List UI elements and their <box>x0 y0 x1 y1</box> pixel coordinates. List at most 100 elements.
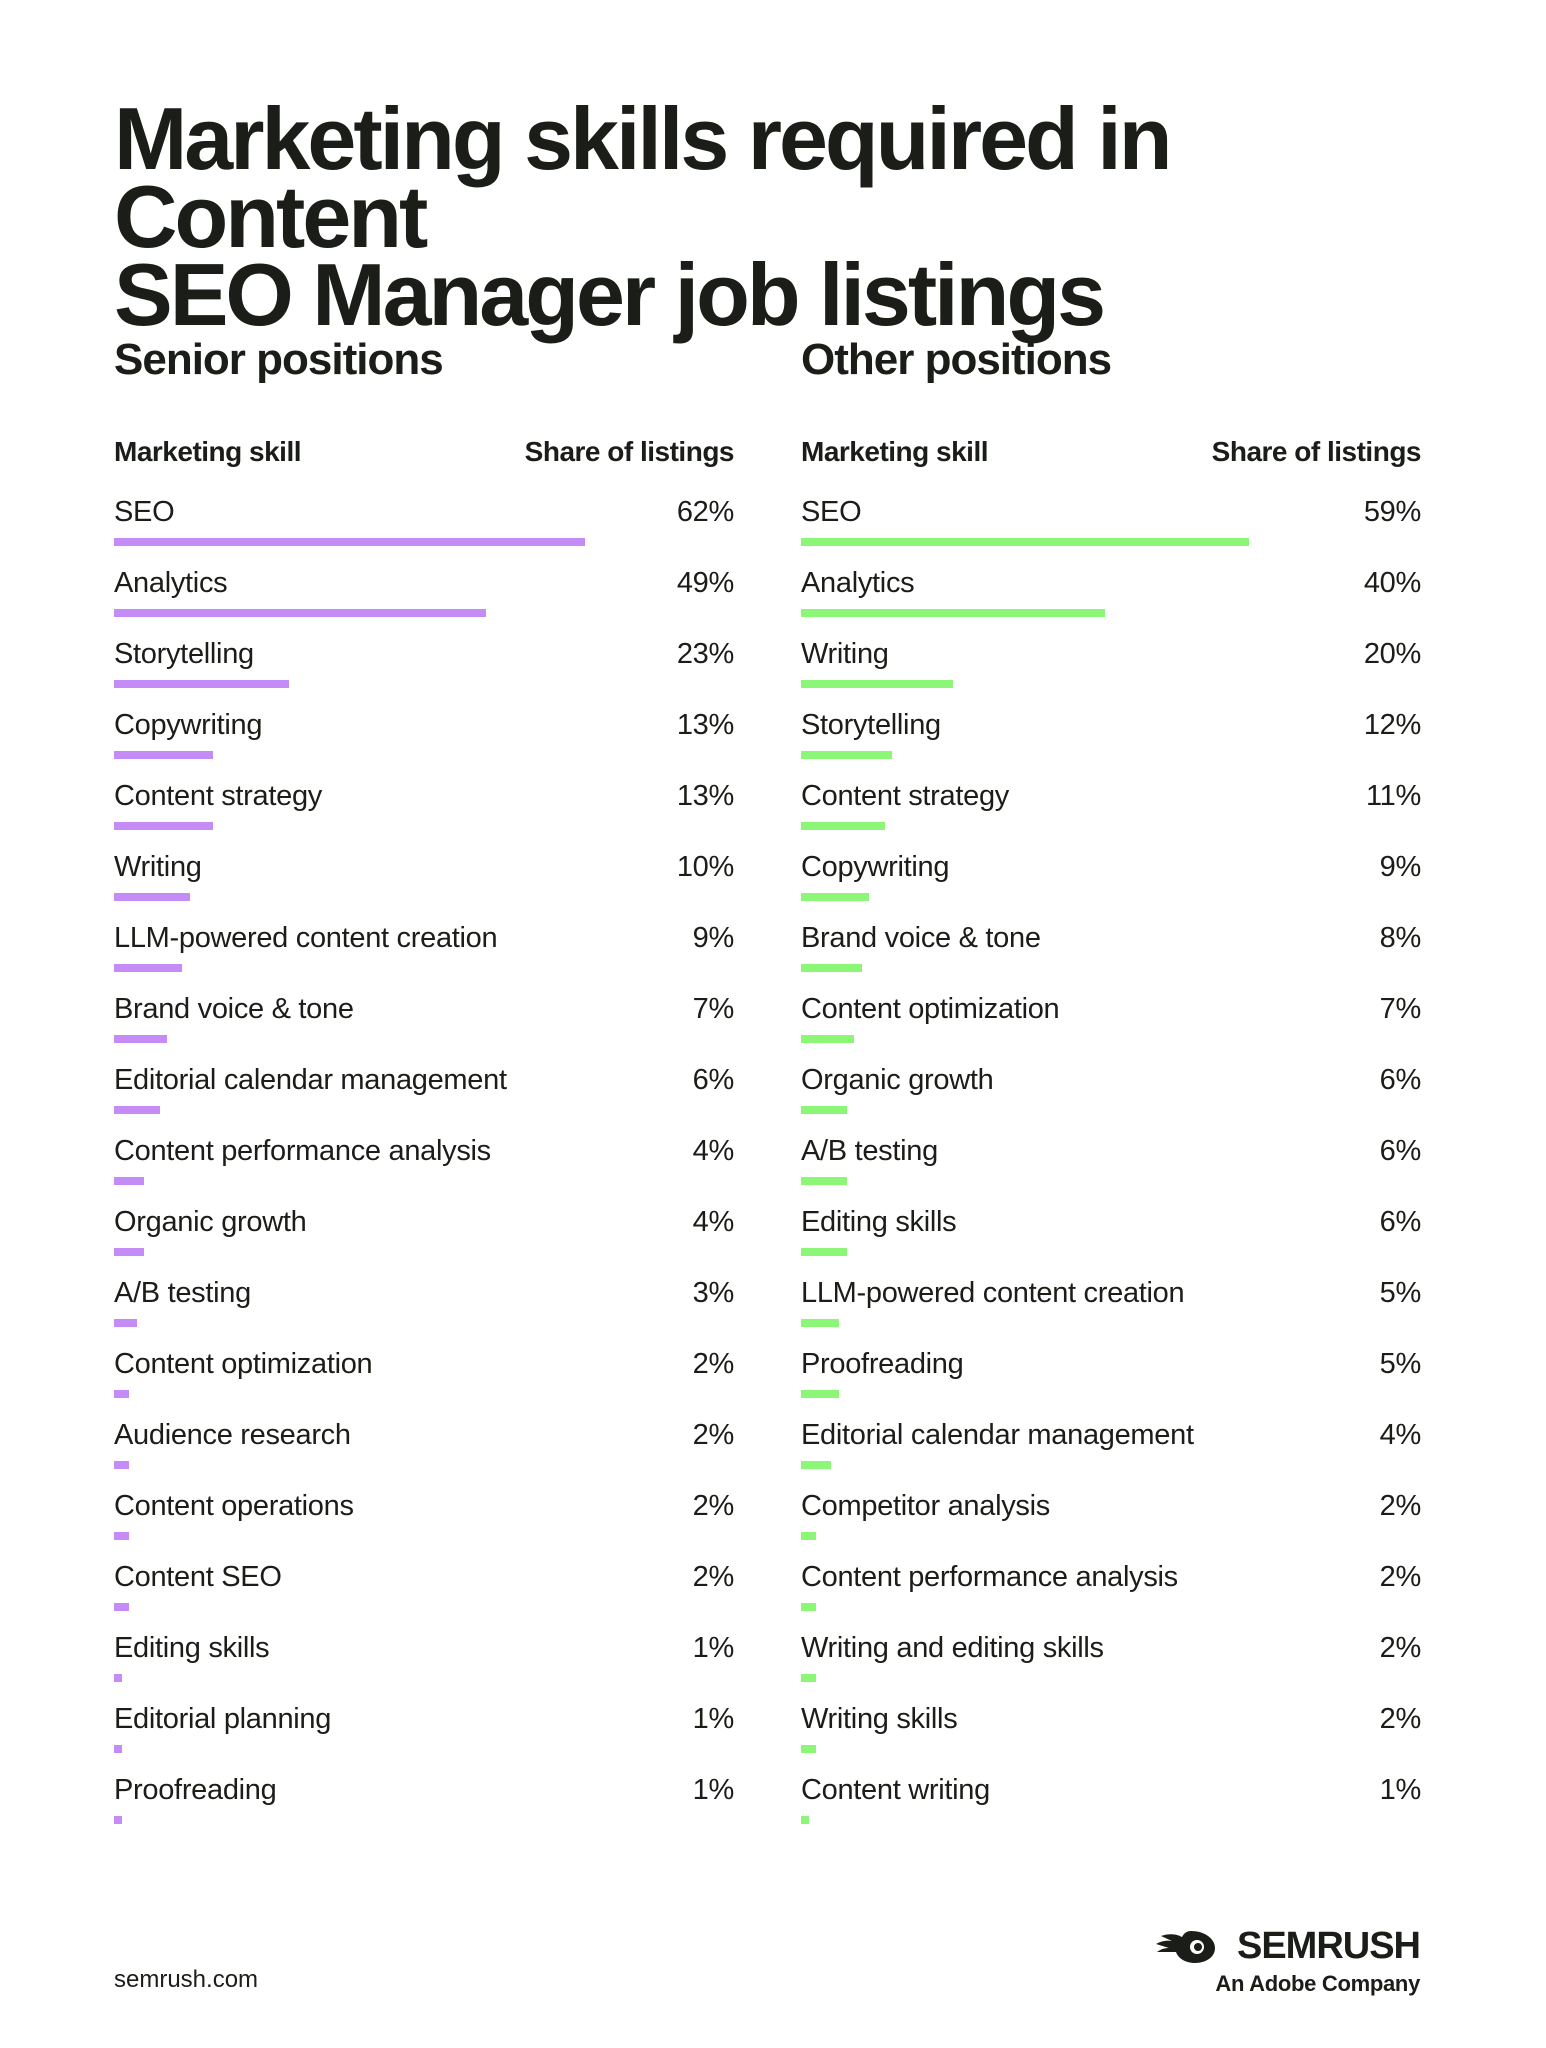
bar-value-label: 2% <box>692 1561 735 1593</box>
bar-row: Content optimization 7% <box>801 973 1421 1044</box>
bar <box>801 1177 847 1185</box>
bar-value-label: 4% <box>692 1135 735 1167</box>
bar-value-label: 6% <box>692 1064 735 1096</box>
bar-row: Content performance analysis 4% <box>114 1115 734 1186</box>
bar-value-label: 9% <box>1379 851 1422 883</box>
bar <box>114 538 586 546</box>
bar-row: Proofreading 5% <box>801 1328 1421 1399</box>
bar-label: Content optimization <box>114 1348 373 1380</box>
bar-value-label: 6% <box>1379 1206 1422 1238</box>
bar <box>801 964 862 972</box>
bar <box>114 893 190 901</box>
bar-value-label: 20% <box>1363 638 1421 670</box>
brand-logo: SEMRUSH <box>1155 1925 1421 1967</box>
bar-label: SEO <box>801 496 862 528</box>
skill-column-header: Marketing skill <box>801 436 989 467</box>
bar-label: Editorial planning <box>114 1703 332 1735</box>
bar-value-label: 4% <box>1379 1419 1422 1451</box>
bar-row: Content optimization 2% <box>114 1328 734 1399</box>
bar-row: Content writing 1% <box>801 1754 1421 1825</box>
bar-value-label: 4% <box>692 1206 735 1238</box>
bar-value-label: 9% <box>692 922 735 954</box>
bar-value-label: 23% <box>676 638 734 670</box>
bar-label: Copywriting <box>801 851 950 883</box>
bar-value-label: 49% <box>676 567 734 599</box>
bar-value-label: 1% <box>692 1703 735 1735</box>
bar-value-label: 7% <box>1379 993 1422 1025</box>
bar <box>114 1319 137 1327</box>
bar <box>114 1745 122 1753</box>
bar <box>801 1745 817 1753</box>
bar-label: Content operations <box>114 1490 354 1522</box>
footer-url: semrush.com <box>114 1966 259 1993</box>
bar-label: Analytics <box>801 567 915 599</box>
bar-value-label: 2% <box>1379 1632 1422 1664</box>
bar-row: Writing 10% <box>114 831 734 902</box>
bar <box>801 751 893 759</box>
bar-label: Copywriting <box>114 709 263 741</box>
bar <box>801 1390 839 1398</box>
bar-label: Analytics <box>114 567 228 599</box>
other-positions-chart: Other positions Marketing skill Share of… <box>801 330 1422 1825</box>
bar-label: Writing and editing skills <box>801 1632 1104 1664</box>
bar-label: Content SEO <box>114 1561 282 1593</box>
bar-label: Content strategy <box>114 780 322 812</box>
bar-row: Audience research 2% <box>114 1399 734 1470</box>
bar-row: Content operations 2% <box>114 1470 734 1541</box>
semrush-fireball-icon <box>1156 1931 1215 1963</box>
bar <box>114 1461 130 1469</box>
bar <box>801 1532 817 1540</box>
bar-label: A/B testing <box>801 1135 938 1167</box>
other-positions-title: Other positions <box>801 335 1112 384</box>
bar <box>801 609 1105 617</box>
bar-value-label: 1% <box>1379 1774 1422 1806</box>
bar <box>114 1390 130 1398</box>
bar-label: Content performance analysis <box>114 1135 491 1167</box>
bar-label: Audience research <box>114 1419 351 1451</box>
bar-row: A/B testing 3% <box>114 1257 734 1328</box>
bar-row: Copywriting 9% <box>801 831 1421 902</box>
bar-label: SEO <box>114 496 175 528</box>
bar <box>801 1603 817 1611</box>
bar-row: Content strategy 13% <box>114 760 734 831</box>
bar-row: A/B testing 6% <box>801 1115 1421 1186</box>
bar-row: Editing skills 6% <box>801 1186 1421 1257</box>
other-column-headers: Marketing skill Share of listings <box>801 436 1422 476</box>
other-bar-rows: SEO 59% Analytics 40% Writing 20% Storytelling… <box>801 476 1421 1825</box>
bar-value-label: 12% <box>1363 709 1421 741</box>
bar <box>114 1816 122 1824</box>
bar-row: Proofreading 1% <box>114 1754 734 1825</box>
bar-value-label: 2% <box>692 1490 735 1522</box>
bar-row: Editorial calendar management 4% <box>801 1399 1421 1470</box>
bar-label: Organic growth <box>114 1206 307 1238</box>
bar-label: Organic growth <box>801 1064 994 1096</box>
bar <box>114 680 289 688</box>
bar-label: Editing skills <box>801 1206 957 1238</box>
bar <box>114 1674 122 1682</box>
senior-column-headers: Marketing skill Share of listings <box>114 436 735 476</box>
bar-row: Copywriting 13% <box>114 689 734 760</box>
bar-row: SEO 62% <box>114 476 734 547</box>
bar-row: Storytelling 23% <box>114 618 734 689</box>
senior-bar-rows: SEO 62% Analytics 49% Storytelling 23% Copywri… <box>114 476 734 1825</box>
bar-label: Competitor analysis <box>801 1490 1050 1522</box>
bar <box>114 1248 145 1256</box>
bar-value-label: 62% <box>676 496 734 528</box>
bar <box>801 1816 809 1824</box>
bar-value-label: 3% <box>692 1277 735 1309</box>
bar-label: Writing <box>801 638 889 670</box>
bar-row: Organic growth 4% <box>114 1186 734 1257</box>
bar-label: Editorial calendar management <box>114 1064 507 1096</box>
bar-value-label: 13% <box>676 780 734 812</box>
bar-row: Storytelling 12% <box>801 689 1421 760</box>
bar <box>114 1603 130 1611</box>
skill-column-header: Marketing skill <box>114 436 302 467</box>
bar <box>801 1106 847 1114</box>
bar <box>801 538 1250 546</box>
bar-row: Analytics 49% <box>114 547 734 618</box>
bar-value-label: 6% <box>1379 1135 1422 1167</box>
bar <box>114 751 213 759</box>
bar-row: Content SEO 2% <box>114 1541 734 1612</box>
bar-row: Writing 20% <box>801 618 1421 689</box>
bar-row: Brand voice & tone 8% <box>801 902 1421 973</box>
